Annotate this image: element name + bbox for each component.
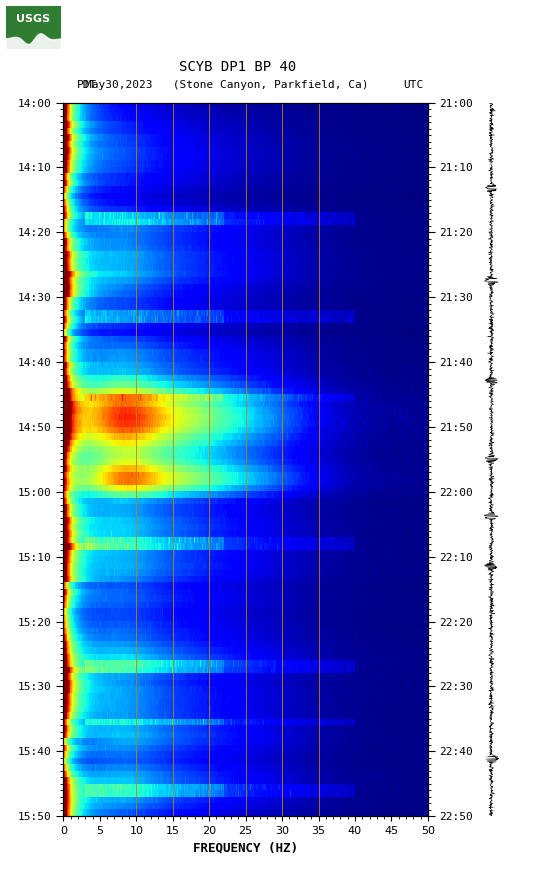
Text: PDT: PDT: [77, 79, 98, 90]
Text: UTC: UTC: [403, 79, 423, 90]
X-axis label: FREQUENCY (HZ): FREQUENCY (HZ): [193, 841, 298, 855]
Text: SCYB DP1 BP 40: SCYB DP1 BP 40: [179, 60, 296, 74]
Text: May30,2023   (Stone Canyon, Parkfield, Ca): May30,2023 (Stone Canyon, Parkfield, Ca): [84, 79, 368, 90]
Text: USGS: USGS: [16, 14, 50, 24]
